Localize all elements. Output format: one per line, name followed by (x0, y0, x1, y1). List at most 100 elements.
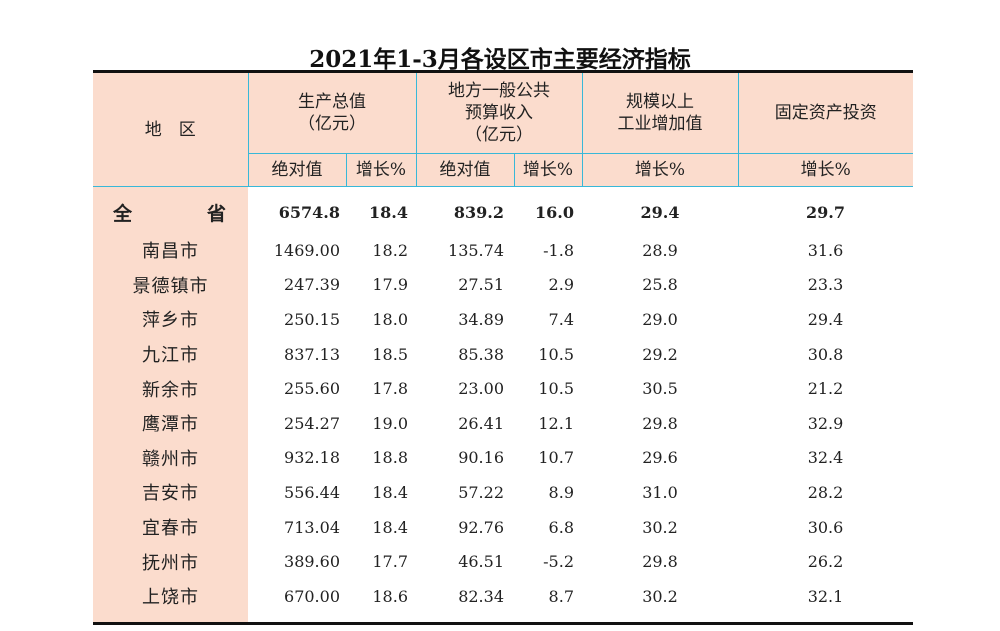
region-cell: 新余市 (93, 371, 248, 406)
region-cell: 赣州市 (93, 440, 248, 476)
investment-growth-cell: 29.7 (806, 202, 845, 222)
industry-growth-cell: 30.2 (582, 578, 738, 625)
budget-abs-cell: 57.22 (458, 482, 504, 502)
region-cell: 南昌市 (93, 233, 248, 268)
industry-growth-cell: 31.0 (642, 482, 678, 502)
table-body: 全 省 6574.8 18.4 839.2 16.0 29.4 29.7 南昌市 1469.00… (93, 186, 913, 625)
industry-growth-cell: 29.8 (642, 552, 678, 572)
gdp-abs-cell: 670.00 (248, 578, 346, 625)
budget-abs-cell: 135.74 (448, 240, 504, 260)
industry-growth-cell: 25.8 (642, 275, 678, 295)
budget-abs-cell: 85.38 (458, 344, 504, 364)
investment-growth-cell: 21.2 (807, 379, 844, 399)
region-cell: 景德镇市 (93, 267, 248, 303)
indicators-table: 地 区 生产总值 （亿元） 地方一般公共 预算收入 （亿元） 规模以上 工业增加… (93, 70, 913, 625)
table-row: 鹰潭市 254.27 19.0 26.41 12.1 29.8 32.9 (93, 405, 913, 441)
region-cell: 抚州市 (93, 544, 248, 579)
header-industry-growth: 增长% (581, 153, 739, 187)
gdp-growth-cell: 18.4 (369, 202, 408, 222)
gdp-growth-cell: 18.5 (372, 344, 408, 364)
budget-growth-cell: -5.2 (543, 552, 574, 572)
budget-growth-cell: 8.9 (548, 482, 574, 502)
header-budget-line1: 地方一般公共 (448, 81, 550, 101)
budget-growth-cell: 8.7 (514, 578, 582, 625)
indicators-table-container: 地 区 生产总值 （亿元） 地方一般公共 预算收入 （亿元） 规模以上 工业增加… (93, 70, 913, 625)
industry-growth-cell: 29.2 (642, 344, 678, 364)
gdp-abs-cell: 255.60 (284, 379, 340, 399)
region-cell: 宜春市 (93, 509, 248, 545)
gdp-growth-cell: 18.8 (372, 448, 408, 468)
gdp-abs-cell: 713.04 (284, 517, 340, 537)
industry-growth-cell: 29.8 (642, 413, 678, 433)
header-gdp-line2: （亿元） (298, 114, 366, 134)
gdp-abs-cell: 932.18 (284, 448, 340, 468)
gdp-abs-cell: 837.13 (284, 344, 340, 364)
budget-growth-cell: 2.9 (548, 275, 574, 295)
region-cell: 九江市 (93, 336, 248, 372)
budget-abs-cell: 23.00 (458, 379, 504, 399)
header-investment: 固定资产投资 (737, 71, 913, 154)
industry-growth-cell: 30.2 (642, 517, 678, 537)
gdp-growth-cell: 18.4 (372, 482, 408, 502)
header-gdp: 生产总值 （亿元） (247, 71, 417, 154)
investment-growth-cell: 26.2 (807, 552, 844, 572)
region-cell: 全 省 (93, 186, 248, 233)
budget-growth-cell: -1.8 (543, 240, 574, 260)
investment-growth-cell: 30.6 (807, 517, 844, 537)
table-row: 景德镇市 247.39 17.9 27.51 2.9 25.8 23.3 (93, 267, 913, 303)
gdp-abs-cell: 250.15 (284, 309, 340, 329)
gdp-growth-cell: 17.8 (372, 379, 408, 399)
header-gdp-abs: 绝对值 (247, 153, 347, 187)
budget-growth-cell: 12.1 (538, 413, 574, 433)
gdp-abs-cell: 6574.8 (278, 202, 340, 222)
budget-abs-cell: 90.16 (458, 448, 504, 468)
gdp-abs-cell: 556.44 (284, 482, 340, 502)
header-industry-line2: 工业增加值 (617, 114, 703, 134)
industry-growth-cell: 28.9 (642, 240, 678, 260)
table-row: 九江市 837.13 18.5 85.38 10.5 29.2 30.8 (93, 336, 913, 372)
gdp-growth-cell: 18.6 (346, 578, 416, 625)
table-row: 抚州市 389.60 17.7 46.51 -5.2 29.8 26.2 (93, 544, 913, 579)
industry-growth-cell: 30.5 (642, 379, 678, 399)
header-gdp-line1: 生产总值 (298, 92, 366, 112)
region-cell: 吉安市 (93, 475, 248, 510)
header-budget-line3: （亿元） (465, 125, 533, 145)
industry-growth-cell: 29.4 (640, 202, 680, 222)
total-row: 全 省 6574.8 18.4 839.2 16.0 29.4 29.7 (93, 186, 913, 233)
investment-growth-cell: 29.4 (807, 309, 844, 329)
budget-growth-cell: 7.4 (548, 309, 574, 329)
page-title: 2021年1-3月各设区市主要经济指标 (309, 46, 691, 73)
gdp-abs-cell: 254.27 (284, 413, 340, 433)
gdp-growth-cell: 18.4 (372, 517, 408, 537)
investment-growth-cell: 32.9 (807, 413, 844, 433)
budget-abs-cell: 34.89 (458, 309, 504, 329)
table-row: 宜春市 713.04 18.4 92.76 6.8 30.2 30.6 (93, 509, 913, 545)
gdp-abs-cell: 247.39 (284, 275, 340, 295)
gdp-growth-cell: 19.0 (372, 413, 408, 433)
header-gdp-growth: 增长% (345, 153, 417, 187)
investment-growth-cell: 32.4 (807, 448, 844, 468)
budget-growth-cell: 10.7 (538, 448, 574, 468)
table-row: 南昌市 1469.00 18.2 135.74 -1.8 28.9 31.6 (93, 233, 913, 268)
budget-growth-cell: 16.0 (535, 202, 574, 222)
budget-abs-cell: 27.51 (458, 275, 504, 295)
budget-abs-cell: 82.34 (416, 578, 514, 625)
budget-abs-cell: 92.76 (458, 517, 504, 537)
budget-growth-cell: 10.5 (538, 379, 574, 399)
investment-growth-cell: 28.2 (807, 482, 844, 502)
gdp-growth-cell: 17.9 (372, 275, 408, 295)
header-investment-growth: 增长% (737, 153, 913, 187)
header-region: 地 区 (93, 71, 249, 187)
industry-growth-cell: 29.6 (642, 448, 678, 468)
industry-growth-cell: 29.0 (642, 309, 678, 329)
region-cell: 萍乡市 (93, 302, 248, 337)
header-budget-line2: 预算收入 (465, 103, 533, 123)
gdp-growth-cell: 18.0 (372, 309, 408, 329)
gdp-abs-cell: 1469.00 (273, 240, 340, 260)
table-row: 赣州市 932.18 18.8 90.16 10.7 29.6 32.4 (93, 440, 913, 476)
region-cell: 上饶市 (93, 578, 248, 625)
investment-growth-cell: 32.1 (738, 578, 913, 625)
budget-growth-cell: 10.5 (538, 344, 574, 364)
gdp-growth-cell: 17.7 (372, 552, 408, 572)
gdp-abs-cell: 389.60 (284, 552, 340, 572)
